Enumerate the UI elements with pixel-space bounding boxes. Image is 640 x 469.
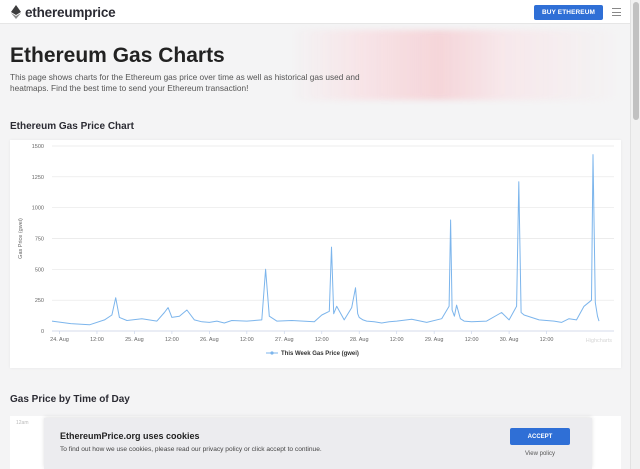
time-of-day-heading: Gas Price by Time of Day (10, 394, 130, 405)
x-tick-label: 12:00 (390, 337, 404, 343)
x-tick-label: 28. Aug (350, 337, 369, 343)
series-line (51, 154, 600, 326)
legend-label: This Week Gas Price (gwei) (281, 351, 359, 357)
x-tick-label: 12:00 (465, 337, 479, 343)
gas-price-chart-heading: Ethereum Gas Price Chart (10, 121, 134, 132)
cookie-text: To find out how we use cookies, please r… (60, 446, 322, 453)
x-tick-label: 25. Aug (125, 337, 144, 343)
accept-cookies-button[interactable]: ACCEPT (510, 428, 570, 445)
hero-decoration (290, 30, 620, 100)
x-tick-label: 12:00 (540, 337, 554, 343)
x-tick-label: 12:00 (165, 337, 179, 343)
site-logo[interactable]: ethereumprice (10, 4, 116, 20)
y-tick-label: 750 (35, 237, 44, 243)
cookie-title: EthereumPrice.org uses cookies (60, 431, 200, 441)
cookie-banner: EthereumPrice.org uses cookies To find o… (44, 418, 592, 469)
page-description: This page shows charts for the Ethereum … (10, 72, 360, 93)
y-axis-label: Gas Price (gwei) (18, 218, 24, 259)
heatmap-row-label: 12am (16, 420, 29, 426)
x-tick-label: 12:00 (240, 337, 254, 343)
x-tick-label: 27. Aug (275, 337, 294, 343)
buy-ethereum-button[interactable]: BUY ETHEREUM (534, 5, 603, 20)
y-tick-label: 500 (35, 267, 44, 273)
x-tick-label: 29. Aug (425, 337, 444, 343)
ethereum-diamond-icon (11, 5, 21, 19)
legend-marker (270, 351, 274, 355)
page-title: Ethereum Gas Charts (10, 44, 225, 67)
x-tick-label: 12:00 (90, 337, 104, 343)
page-scrollbar[interactable] (630, 0, 640, 469)
view-policy-link[interactable]: View policy (525, 451, 555, 457)
gas-price-chart-svg: 1500 1250 1000 750 500 250 0 Gas Price (gwei) 24… (18, 144, 614, 357)
y-tick-label: 250 (35, 298, 44, 304)
top-navigation-bar: ethereumprice BUY ETHEREUM (0, 0, 630, 24)
x-tick-label: 24. Aug (50, 337, 69, 343)
x-tick-label: 26. Aug (200, 337, 219, 343)
gas-price-chart: 1500 1250 1000 750 500 250 0 Gas Price (gwei) 24… (10, 140, 621, 368)
y-tick-label: 1500 (32, 144, 44, 150)
x-tick-label: 12:00 (315, 337, 329, 343)
highcharts-watermark: Highcharts (586, 338, 613, 344)
y-tick-label: 0 (41, 329, 44, 335)
hamburger-icon[interactable] (612, 8, 621, 17)
x-tick-label: 30. Aug (500, 337, 519, 343)
logo-text: ethereumprice (25, 4, 116, 20)
y-tick-label: 1250 (32, 175, 44, 181)
y-tick-label: 1000 (32, 206, 44, 212)
scrollbar-thumb[interactable] (633, 2, 639, 120)
